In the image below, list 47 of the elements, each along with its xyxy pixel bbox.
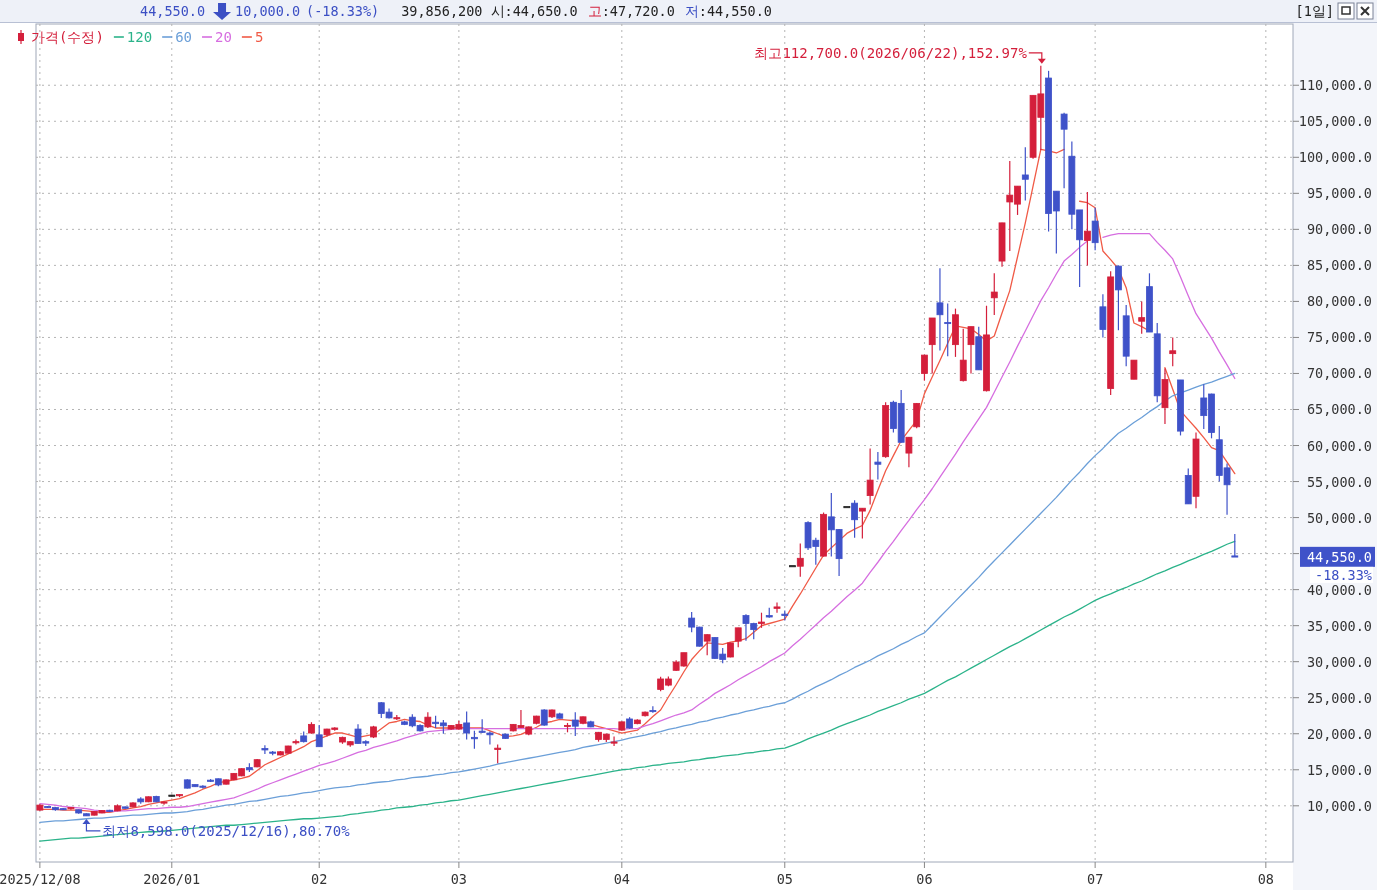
y-tick-label: 15,000.0: [1306, 761, 1372, 778]
text: 저:44,550.0: [684, 3, 772, 19]
x-tick-label: 03: [450, 871, 468, 887]
y-tick-label: 80,000.0: [1306, 293, 1372, 310]
y-tick-label: 65,000.0: [1306, 401, 1372, 418]
legend-label: 가격(수정): [31, 29, 104, 45]
text: 시:44,650.0: [490, 3, 578, 19]
y-tick-label: 90,000.0: [1306, 221, 1372, 238]
y-tick-label: 35,000.0: [1306, 617, 1372, 634]
y-tick-label: 60,000.0: [1306, 437, 1372, 454]
legend-label: 120: [126, 29, 153, 45]
x-tick-label: 05: [776, 871, 793, 887]
legend-label: 60: [175, 29, 193, 45]
y-tick-label: 30,000.0: [1306, 653, 1372, 670]
x-tick-label: 02: [311, 871, 328, 887]
x-tick-label: 08: [1257, 871, 1274, 887]
x-tick-label: 07: [1087, 871, 1104, 887]
text: 10,000.0: [235, 3, 301, 19]
line-series: [39, 372, 1236, 824]
text: 39,856,200: [401, 3, 483, 19]
y-tick-label: 75,000.0: [1306, 329, 1372, 346]
text: (-18.33%): [306, 3, 380, 19]
y-tick-label: 10,000.0: [1306, 797, 1372, 814]
annotation: 최고112,700.0(2026/06/22),152.97%: [754, 44, 1028, 61]
x-tick-label: 2026/01: [143, 871, 201, 887]
text: [1일]: [1295, 3, 1334, 19]
legend-label: 20: [215, 29, 232, 45]
text: 44,550.0: [1306, 548, 1372, 565]
y-tick-label: 95,000.0: [1306, 185, 1372, 202]
y-tick-label: 70,000.0: [1306, 365, 1372, 382]
text: 고:47,720.0: [587, 3, 675, 19]
x-tick-label: 04: [613, 871, 630, 887]
y-tick-label: 100,000.0: [1298, 149, 1372, 166]
y-tick-label: 40,000.0: [1306, 581, 1372, 598]
x-tick-label: 06: [916, 871, 933, 887]
text: -18.33%: [1315, 566, 1372, 583]
y-tick-label: 85,000.0: [1306, 257, 1372, 274]
text: 44,550.0: [140, 3, 206, 19]
y-tick-label: 20,000.0: [1306, 725, 1372, 742]
legend-label: 5: [254, 29, 264, 45]
y-tick-label: 55,000.0: [1306, 473, 1372, 490]
x-tick-label: 2025/12/08: [0, 871, 81, 887]
y-tick-label: 50,000.0: [1306, 509, 1372, 526]
y-tick-label: 110,000.0: [1298, 77, 1372, 94]
line-series: [39, 540, 1236, 842]
y-tick-label: 105,000.0: [1298, 113, 1372, 130]
y-tick-label: 25,000.0: [1306, 689, 1372, 706]
